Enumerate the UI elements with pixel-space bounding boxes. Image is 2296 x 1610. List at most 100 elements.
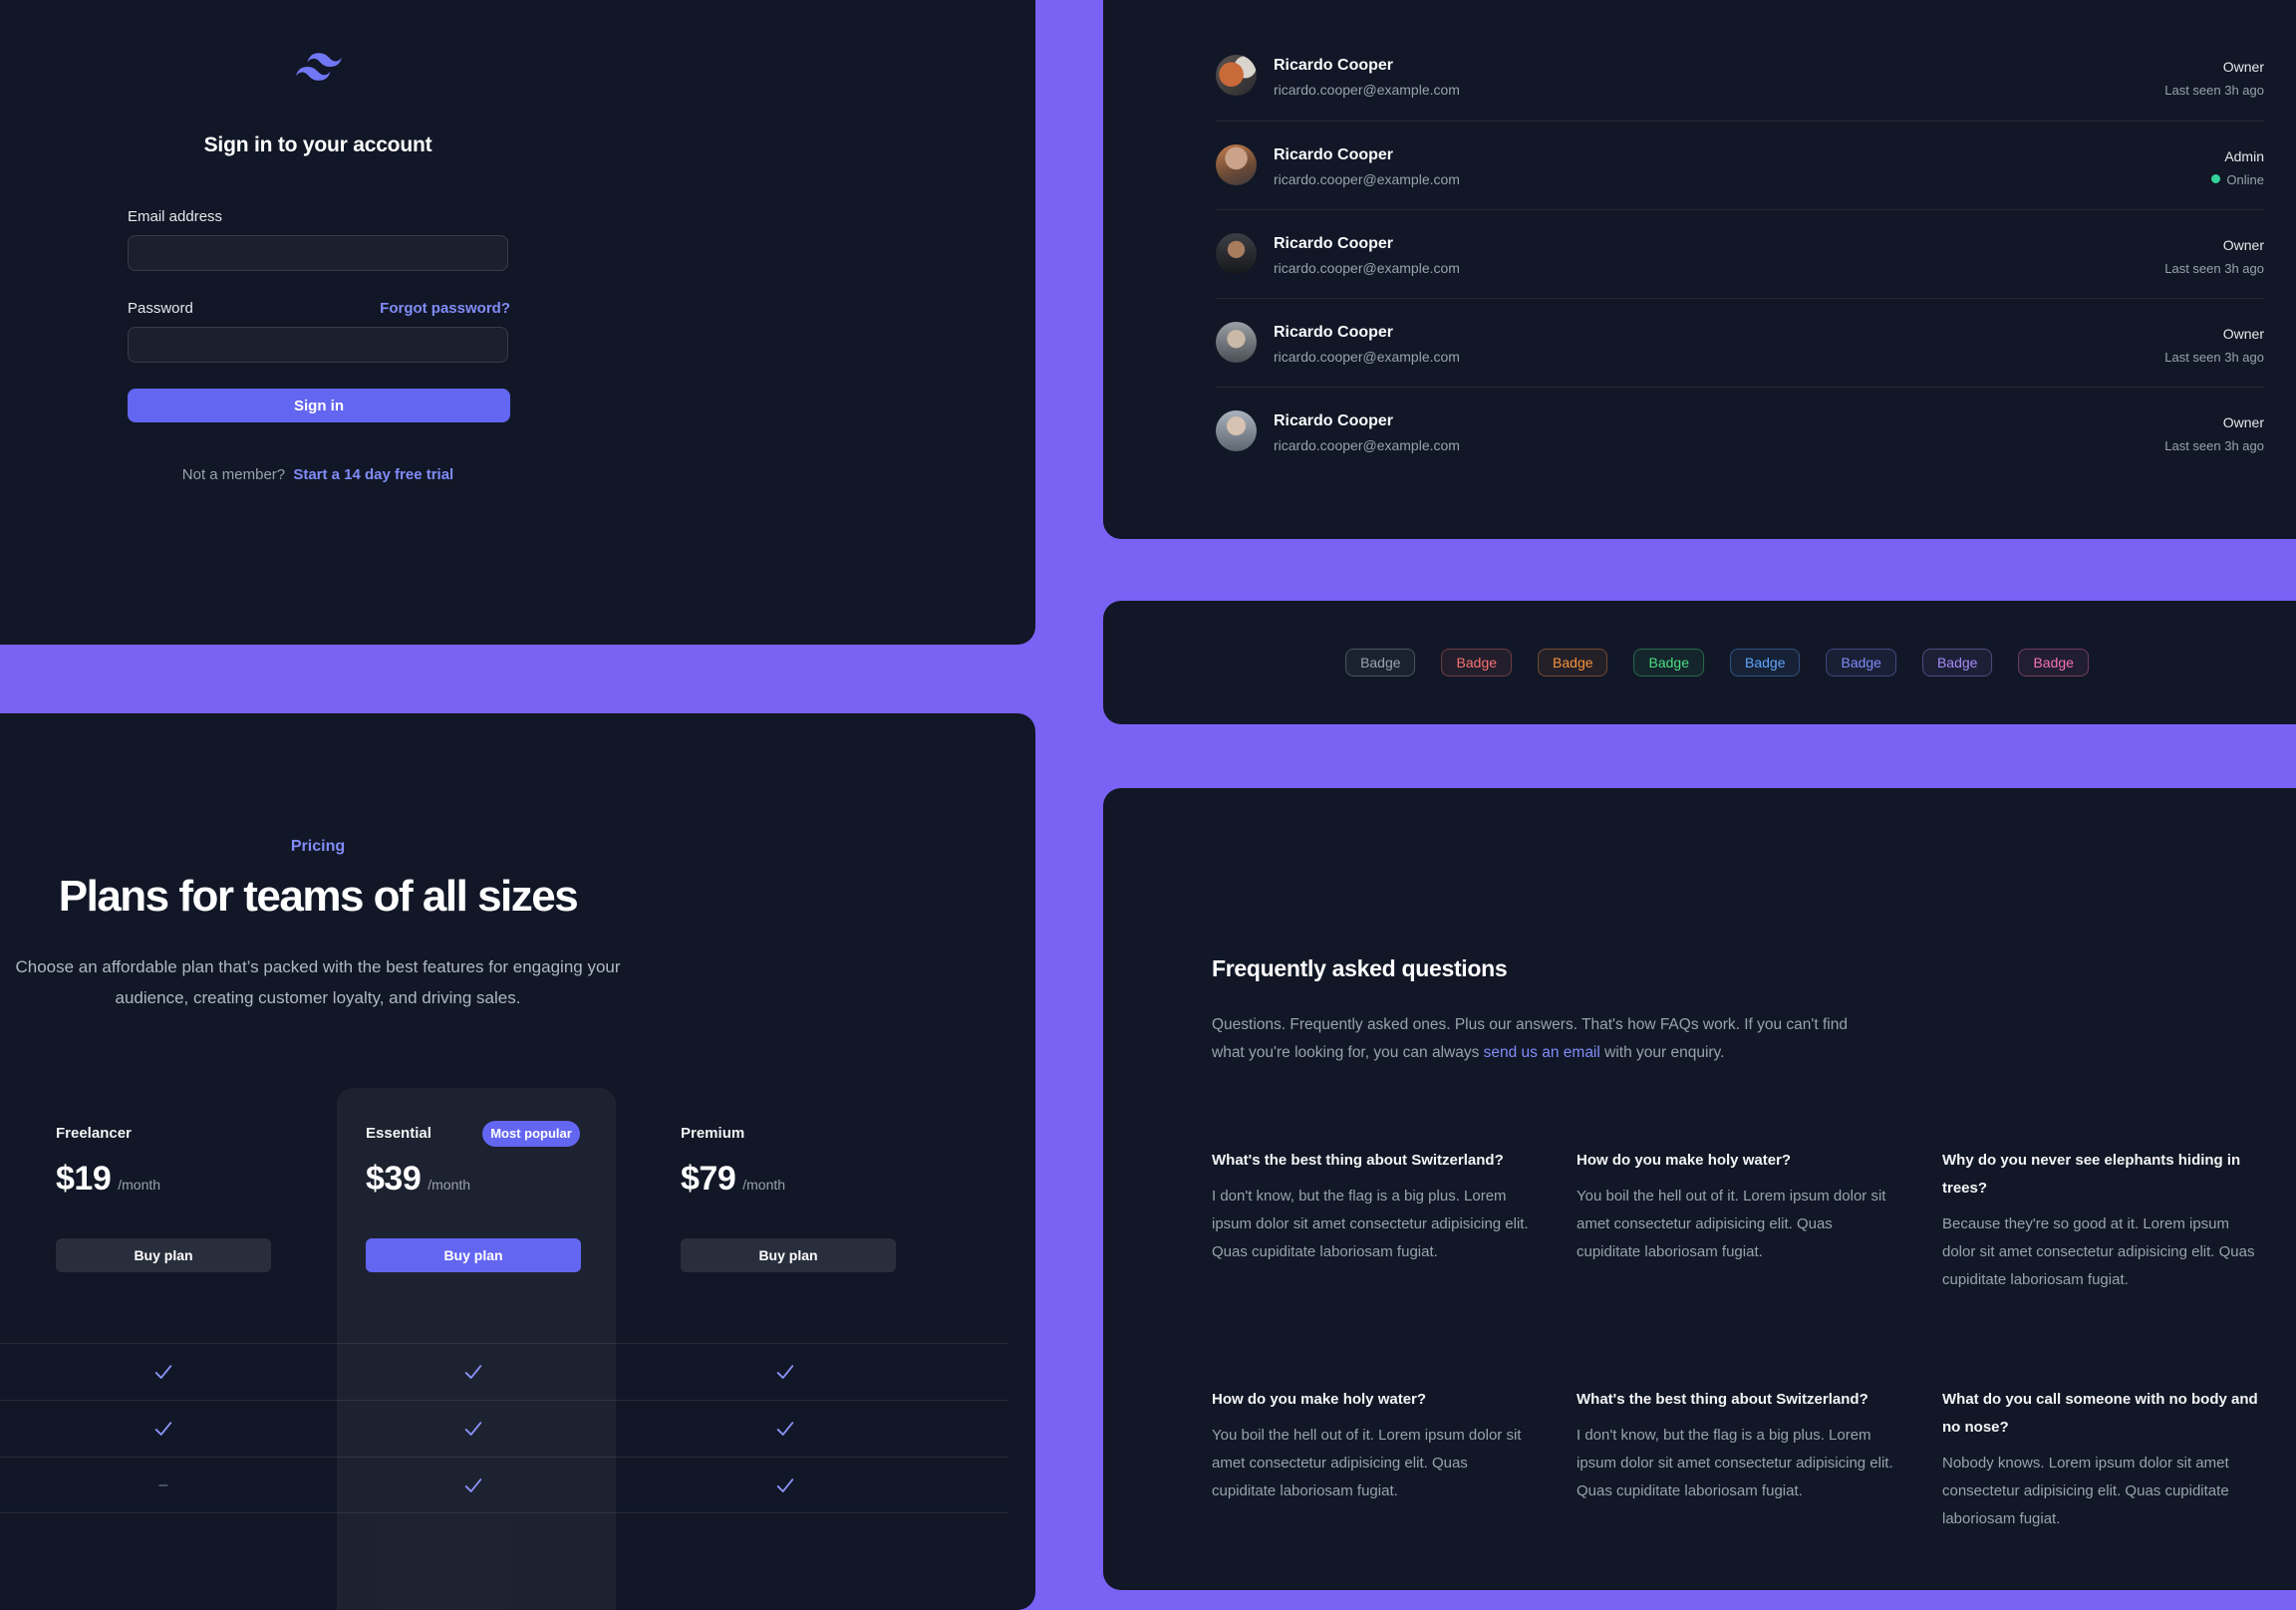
faq-item: What do you call someone with no body an…: [1942, 1386, 2263, 1533]
buy-plan-button[interactable]: Buy plan: [366, 1238, 581, 1272]
password-field[interactable]: [128, 327, 508, 363]
faq-question: Why do you never see elephants hiding in…: [1942, 1152, 2241, 1197]
faq-item: How do you make holy water? You boil the…: [1212, 1386, 1533, 1505]
dash-icon: –: [158, 1476, 168, 1493]
check-icon: [453, 1470, 493, 1501]
plan-premium: Premium $79 /month Buy plan: [681, 1114, 896, 1293]
member-status: Last seen 3h ago: [2164, 261, 2264, 276]
email-field[interactable]: [128, 235, 508, 271]
buy-plan-button[interactable]: Buy plan: [56, 1238, 271, 1272]
badge-orange: Badge: [1538, 649, 1608, 676]
list-item[interactable]: Ricardo Cooper ricardo.cooper@example.co…: [1216, 32, 2264, 121]
pricing-heading: Plans for teams of all sizes: [58, 872, 579, 921]
member-role: Owner: [2222, 59, 2264, 75]
badge-indigo: Badge: [1826, 649, 1896, 676]
member-status: Last seen 3h ago: [2164, 438, 2264, 453]
member-email: ricardo.cooper@example.com: [1274, 349, 1460, 365]
faq-item: What's the best thing about Switzerland?…: [1577, 1386, 1897, 1505]
avatar: [1216, 233, 1257, 274]
forgot-password-link[interactable]: Forgot password?: [380, 300, 510, 317]
faq-question: What do you call someone with no body an…: [1942, 1391, 2258, 1436]
member-status: Last seen 3h ago: [2164, 350, 2264, 365]
member-name: Ricardo Cooper: [1274, 235, 1394, 252]
member-status-text: Online: [2226, 172, 2264, 187]
member-name: Ricardo Cooper: [1274, 57, 1394, 74]
password-label: Password: [128, 300, 193, 317]
faq-question: How do you make holy water?: [1212, 1391, 1427, 1408]
faq-heading: Frequently asked questions: [1212, 955, 1508, 981]
avatar: [1216, 55, 1257, 96]
signup-note: Not a member? Start a 14 day free trial: [79, 466, 557, 483]
check-icon: [453, 1356, 493, 1388]
tailwind-logo-icon: [296, 53, 342, 81]
pricing-eyebrow: Pricing: [290, 838, 346, 855]
plan-freelancer: Freelancer $19 /month Buy plan: [56, 1114, 271, 1293]
list-item[interactable]: Ricardo Cooper ricardo.cooper@example.co…: [1216, 298, 2264, 388]
check-icon: [765, 1413, 805, 1445]
member-status: Last seen 3h ago: [2164, 83, 2264, 98]
member-role: Owner: [2222, 326, 2264, 342]
signup-note-text: Not a member?: [181, 466, 286, 483]
faq-answer: I don't know, but the flag is a big plus…: [1577, 1427, 1893, 1499]
badge-purple: Badge: [1921, 649, 1993, 676]
plan-price: $19 /month: [56, 1160, 160, 1199]
member-email: ricardo.cooper@example.com: [1274, 260, 1460, 276]
list-item[interactable]: Ricardo Cooper ricardo.cooper@example.co…: [1216, 387, 2264, 476]
plan-essential: Essential Most popular $39 /month Buy pl…: [366, 1114, 581, 1293]
member-role: Owner: [2222, 237, 2264, 253]
faq-intro: Questions. Frequently asked ones. Plus o…: [1212, 1011, 1869, 1067]
most-popular-badge: Most popular: [482, 1121, 580, 1147]
member-role: Owner: [2222, 414, 2264, 430]
faq-answer: You boil the hell out of it. Lorem ipsum…: [1212, 1427, 1522, 1499]
sign-in-button[interactable]: Sign in: [128, 389, 510, 422]
check-icon: [453, 1413, 493, 1445]
badges-panel: Badge Badge Badge Badge Badge Badge Badg…: [1103, 601, 2296, 724]
online-status-dot: [2211, 174, 2221, 183]
buy-plan-button[interactable]: Buy plan: [681, 1238, 896, 1272]
faq-item: What's the best thing about Switzerland?…: [1212, 1147, 1533, 1266]
faq-intro-text: Questions. Frequently asked ones. Plus o…: [1212, 1016, 1848, 1061]
member-status: Online: [2211, 171, 2264, 189]
sign-in-panel: Sign in to your account Email address Pa…: [0, 0, 1035, 645]
list-item[interactable]: Ricardo Cooper ricardo.cooper@example.co…: [1216, 209, 2264, 299]
member-name: Ricardo Cooper: [1274, 146, 1394, 163]
faq-answer: Nobody knows. Lorem ipsum dolor sit amet…: [1942, 1455, 2229, 1527]
check-icon: [765, 1356, 805, 1388]
check-icon: [144, 1356, 183, 1388]
sign-in-heading: Sign in to your account: [203, 134, 432, 156]
badge-gray: Badge: [1345, 649, 1416, 676]
faq-question: What's the best thing about Switzerland?: [1577, 1391, 1868, 1408]
pricing-panel: Pricing Plans for teams of all sizes Cho…: [0, 713, 1035, 1610]
featured-plan-card: [337, 1088, 616, 1610]
price-amount: $79: [681, 1160, 736, 1198]
member-role: Admin: [2224, 148, 2264, 164]
member-email: ricardo.cooper@example.com: [1274, 171, 1460, 187]
send-email-link[interactable]: send us an email: [1483, 1044, 1600, 1061]
faq-item: How do you make holy water? You boil the…: [1577, 1147, 1897, 1266]
badge-pink: Badge: [2018, 649, 2089, 676]
free-trial-link[interactable]: Start a 14 day free trial: [293, 466, 454, 483]
feature-row-divider: [0, 1343, 1008, 1344]
faq-answer: I don't know, but the flag is a big plus…: [1212, 1188, 1529, 1260]
faq-question: What's the best thing about Switzerland?: [1212, 1152, 1504, 1169]
price-amount: $19: [56, 1160, 112, 1198]
member-name: Ricardo Cooper: [1274, 324, 1394, 341]
feature-row-divider: [0, 1400, 1008, 1401]
password-label-row: Password Forgot password?: [128, 300, 510, 317]
faq-panel: Frequently asked questions Questions. Fr…: [1103, 788, 2296, 1590]
price-period: /month: [742, 1177, 786, 1193]
list-item[interactable]: Ricardo Cooper ricardo.cooper@example.co…: [1216, 121, 2264, 210]
check-icon: [144, 1413, 183, 1445]
badge-blue: Badge: [1730, 649, 1801, 676]
plan-name: Essential: [366, 1125, 431, 1142]
badge-red: Badge: [1441, 649, 1513, 676]
faq-answer: Because they're so good at it. Lorem ips…: [1942, 1215, 2255, 1288]
check-icon: [765, 1470, 805, 1501]
plan-price: $79 /month: [681, 1160, 785, 1199]
email-label: Email address: [128, 208, 223, 225]
badge-green: Badge: [1633, 649, 1704, 676]
faq-intro-text: with your enquiry.: [1599, 1044, 1725, 1061]
team-members-panel: Ricardo Cooper ricardo.cooper@example.co…: [1103, 0, 2296, 539]
avatar: [1216, 144, 1257, 185]
